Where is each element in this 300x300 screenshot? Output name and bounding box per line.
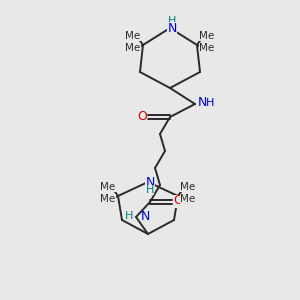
Text: N: N (141, 209, 150, 223)
Text: H: H (146, 185, 154, 195)
Text: Me: Me (125, 43, 141, 53)
Text: H: H (206, 98, 214, 108)
Text: Me: Me (125, 31, 141, 41)
Text: N: N (145, 176, 155, 190)
Text: O: O (137, 110, 147, 122)
Text: O: O (173, 194, 183, 208)
Text: H: H (124, 211, 133, 221)
Text: Me: Me (100, 182, 116, 192)
Text: Me: Me (100, 194, 116, 204)
Text: Me: Me (200, 31, 214, 41)
Text: Me: Me (200, 43, 214, 53)
Text: Me: Me (180, 194, 196, 204)
Text: N: N (167, 22, 177, 34)
Text: N: N (198, 97, 207, 110)
Text: Me: Me (180, 182, 196, 192)
Text: H: H (168, 16, 176, 26)
